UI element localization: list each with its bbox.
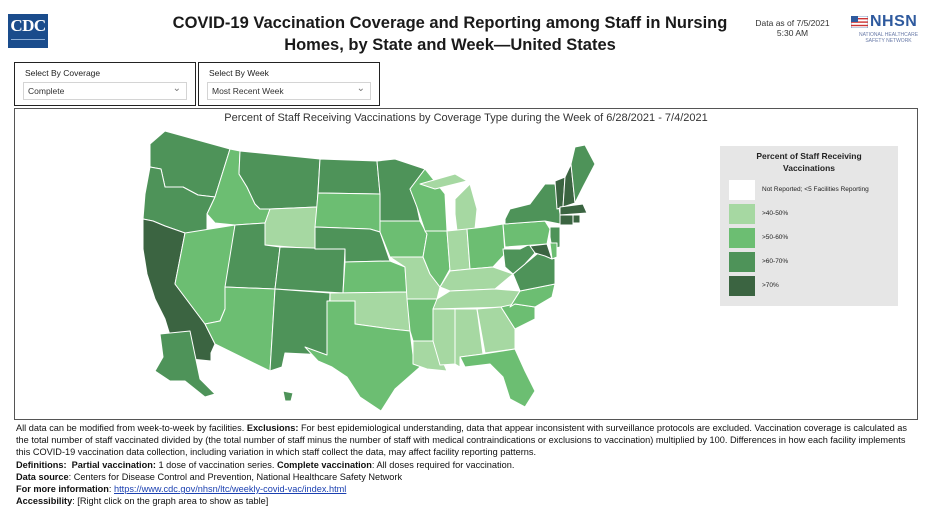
cdc-logo-underline	[11, 39, 45, 44]
source-text: : Centers for Disease Control and Preven…	[68, 471, 403, 482]
legend-swatch-40-50[interactable]	[729, 204, 755, 224]
state-me[interactable]	[570, 144, 596, 204]
legend-label-not-reported: Not Reported; <5 Facilities Reporting	[762, 186, 869, 193]
state-nd[interactable]	[317, 158, 381, 195]
flag-icon	[851, 16, 868, 28]
nhsn-tagline: NATIONAL HEALTHCARE SAFETY NETWORK	[858, 32, 919, 44]
legend-title-line2: Vaccinations	[783, 163, 835, 173]
state-ct[interactable]	[559, 214, 574, 226]
page-title-line2: Homes, by State and Week—United States	[284, 36, 616, 54]
state-wv[interactable]	[502, 243, 536, 275]
chevron-down-icon: ⌄	[356, 83, 365, 94]
legend-title: Percent of Staff Receiving Vaccinations	[720, 150, 898, 174]
data-as-of-date: Data as of 7/5/2021	[755, 18, 830, 28]
week-select[interactable]: Most Recent Week ⌄	[207, 82, 371, 100]
state-ri[interactable]	[572, 214, 581, 224]
footnote-definitions: Definitions: Partial vaccination: 1 dose…	[16, 459, 920, 471]
complete-label: Complete vaccination	[276, 459, 372, 470]
week-select-value: Most Recent Week	[212, 86, 284, 96]
state-ak[interactable]	[154, 330, 216, 398]
footnote-text: For best epidemiological understanding, …	[16, 423, 907, 458]
data-as-of: Data as of 7/5/2021 5:30 AM	[745, 18, 840, 38]
state-ga[interactable]	[476, 306, 516, 354]
legend-swatch-not-reported[interactable]	[729, 180, 755, 200]
footnote-text: All data can be modified from week-to-we…	[16, 423, 247, 433]
footnote-accessibility: Accessibility: [Right click on the graph…	[16, 495, 920, 507]
week-filter-label: Select By Week	[209, 68, 269, 78]
state-ma[interactable]	[559, 203, 588, 216]
partial-text: 1 dose of vaccination series.	[155, 459, 277, 470]
legend-label-40-50: >40-50%	[762, 210, 789, 217]
footnote-data-note: All data can be modified from week-to-we…	[16, 422, 920, 459]
accessibility-text: : [Right click on the graph area to show…	[72, 496, 269, 507]
coverage-filter-label: Select By Coverage	[25, 68, 101, 78]
legend-label-70plus: >70%	[762, 282, 779, 289]
state-co[interactable]	[274, 246, 346, 294]
nhsn-logo: NHSN NATIONAL HEALTHCARE SAFETY NETWORK	[851, 13, 926, 44]
week-filter: Select By Week Most Recent Week ⌄	[198, 62, 380, 106]
state-ky[interactable]	[439, 266, 514, 292]
map-legend: Percent of Staff Receiving Vaccinations …	[720, 146, 898, 306]
legend-label-60-70: >60-70%	[762, 258, 789, 265]
legend-title-line1: Percent of Staff Receiving	[756, 151, 862, 161]
state-fl[interactable]	[459, 348, 536, 408]
complete-text: : All doses required for vaccination.	[371, 459, 515, 470]
page-title-line1: COVID-19 Vaccination Coverage and Report…	[172, 14, 728, 32]
state-sd[interactable]	[314, 192, 381, 233]
chevron-down-icon: ⌄	[172, 83, 181, 94]
coverage-select[interactable]: Complete ⌄	[23, 82, 187, 100]
legend-swatch-70plus[interactable]	[729, 276, 755, 296]
cdc-logo: CDC	[8, 14, 48, 48]
more-info-link[interactable]: https://www.cdc.gov/nhsn/ltc/weekly-covi…	[114, 484, 347, 495]
state-md[interactable]	[529, 243, 553, 260]
state-de[interactable]	[549, 242, 558, 260]
state-pa[interactable]	[502, 220, 551, 248]
legend-label-50-60: >50-60%	[762, 234, 789, 241]
state-oh[interactable]	[466, 223, 506, 270]
nhsn-logo-text: NHSN	[870, 13, 918, 30]
state-ms[interactable]	[432, 308, 456, 366]
state-in[interactable]	[446, 228, 471, 272]
legend-swatch-50-60[interactable]	[729, 228, 755, 248]
state-wy[interactable]	[264, 206, 318, 250]
partial-label: Partial vaccination:	[71, 459, 156, 470]
footnote-more-info: For more information: https://www.cdc.go…	[16, 484, 347, 495]
legend-swatch-60-70[interactable]	[729, 252, 755, 272]
more-info-label: For more information	[16, 484, 109, 495]
accessibility-label: Accessibility	[16, 496, 73, 507]
source-label: Data source	[16, 471, 69, 482]
definitions-label: Definitions:	[16, 459, 67, 470]
state-ks[interactable]	[342, 260, 408, 294]
page-title: COVID-19 Vaccination Coverage and Report…	[150, 12, 750, 56]
coverage-select-value: Complete	[28, 86, 65, 96]
state-hi[interactable]	[282, 390, 294, 402]
cdc-logo-text: CDC	[10, 16, 46, 35]
us-map[interactable]	[15, 109, 917, 419]
footnotes: All data can be modified from week-to-we…	[16, 422, 920, 507]
exclusions-label: Exclusions:	[246, 423, 299, 433]
state-tx[interactable]	[304, 300, 421, 412]
map-title: Percent of Staff Receiving Vaccinations …	[224, 112, 708, 124]
footnote-source: Data source: Centers for Disease Control…	[16, 471, 920, 483]
coverage-filter: Select By Coverage Complete ⌄	[14, 62, 196, 106]
state-ny[interactable]	[504, 183, 561, 225]
state-va[interactable]	[512, 248, 556, 292]
data-as-of-time: 5:30 AM	[776, 28, 809, 38]
